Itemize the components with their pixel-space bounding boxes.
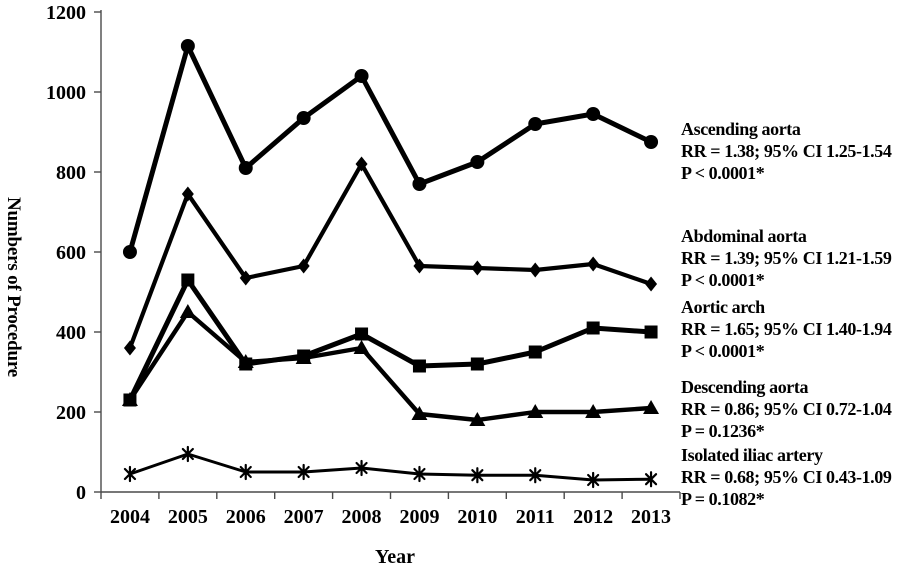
annotation-ascending-aorta: Ascending aorta RR = 1.38; 95% CI 1.25-1… [681, 118, 913, 184]
y-tick-label: 1000 [46, 82, 86, 104]
x-tick-label: 2009 [399, 506, 439, 528]
annotation-p-value: P = 0.1236* [681, 421, 765, 441]
series-descending-aorta [121, 304, 660, 426]
x-tick-label: 2008 [342, 506, 382, 528]
x-tick-label: 2011 [516, 506, 555, 528]
annotation-descending-aorta: Descending aorta RR = 0.86; 95% CI 0.72-… [681, 376, 913, 442]
annotation-isolated-iliac-artery: Isolated iliac artery RR = 0.68; 95% CI … [681, 444, 913, 510]
annotation-p-value: P = 0.1082* [681, 489, 765, 509]
annotation-series-title: Abdominal aorta [681, 226, 807, 246]
x-tick-label: 2005 [168, 506, 208, 528]
annotation-rr-value: RR = 0.86; 95% CI 0.72-1.04 [681, 399, 892, 419]
annotation-p-value: P < 0.0001* [681, 270, 765, 290]
y-tick-label: 200 [56, 402, 86, 424]
y-tick-label: 800 [56, 162, 86, 184]
aortic-arch-markers [123, 273, 658, 407]
annotation-p-value: P < 0.0001* [681, 341, 765, 361]
annotation-rr-value: RR = 1.39; 95% CI 1.21-1.59 [681, 248, 892, 268]
abdominal-aorta-markers [123, 156, 658, 356]
x-tick-label: 2010 [457, 506, 497, 528]
series-abdominal-aorta [123, 156, 658, 356]
y-axis: 0 200 400 600 800 1000 1200 [46, 2, 101, 504]
annotation-aortic-arch: Aortic arch RR = 1.65; 95% CI 1.40-1.94 … [681, 296, 913, 362]
y-tick-label: 400 [56, 322, 86, 344]
annotation-series-title: Descending aorta [681, 377, 809, 397]
annotation-rr-value: RR = 0.68; 95% CI 0.43-1.09 [681, 467, 892, 487]
annotation-rr-value: RR = 1.38; 95% CI 1.25-1.54 [681, 141, 892, 161]
y-tick-label: 600 [56, 242, 86, 264]
y-tick-label: 0 [76, 482, 86, 504]
annotation-rr-value: RR = 1.65; 95% CI 1.40-1.94 [681, 319, 892, 339]
series-ascending-aorta [122, 39, 659, 259]
x-tick-label: 2013 [631, 506, 671, 528]
series-isolated-iliac-artery [123, 445, 658, 489]
annotation-series-title: Ascending aorta [681, 119, 801, 139]
isolated-iliac-artery-markers [123, 445, 658, 489]
axes [100, 10, 680, 493]
x-tick-label: 2006 [226, 506, 266, 528]
annotation-abdominal-aorta: Abdominal aorta RR = 1.39; 95% CI 1.21-1… [681, 225, 913, 291]
y-axis-title: Numbers of Procedure [3, 197, 24, 377]
x-axis-title: Year [375, 546, 415, 568]
x-tick-label: 2012 [573, 506, 613, 528]
y-tick-label: 1200 [46, 2, 86, 24]
series-aortic-arch [123, 273, 658, 407]
x-axis: 2004 2005 2006 2007 2008 2009 2010 2011 2012 2013 [100, 492, 681, 528]
x-tick-label: 2007 [284, 506, 324, 528]
ascending-aorta-markers [122, 39, 659, 259]
annotation-p-value: P < 0.0001* [681, 163, 765, 183]
annotation-series-title: Aortic arch [681, 297, 765, 317]
annotation-series-title: Isolated iliac artery [681, 445, 823, 465]
x-tick-label: 2004 [110, 506, 150, 528]
